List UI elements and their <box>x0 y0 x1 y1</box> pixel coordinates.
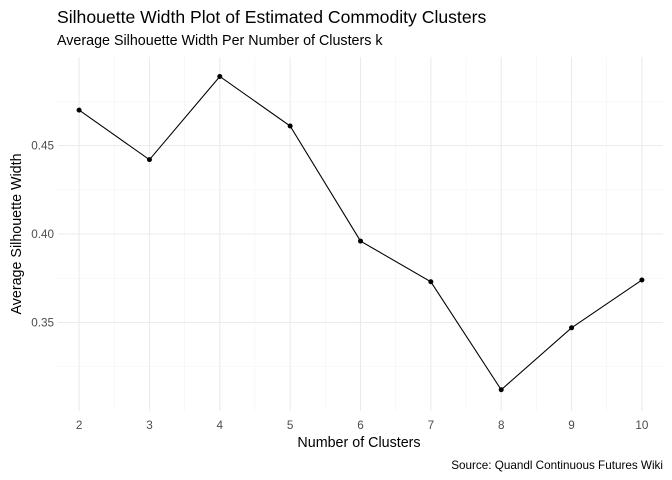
x-tick-label: 7 <box>428 419 435 432</box>
x-tick-label: 9 <box>568 419 575 432</box>
x-tick-label: 3 <box>146 419 153 432</box>
y-axis-tick-labels: 0.35 0.40 0.45 <box>31 140 54 330</box>
data-points <box>76 73 645 393</box>
data-point <box>76 107 82 113</box>
data-point <box>639 277 645 283</box>
y-axis-title: Average Silhouette Width <box>9 153 25 314</box>
y-tick-label: 0.35 <box>31 317 54 330</box>
x-tick-label: 6 <box>357 419 364 432</box>
x-tick-label: 2 <box>76 419 83 432</box>
x-axis-tick-labels: 2 3 4 5 6 7 8 9 10 <box>76 419 649 432</box>
chart-title: Silhouette Width Plot of Estimated Commo… <box>57 7 486 27</box>
major-gridlines <box>58 57 663 411</box>
y-tick-label: 0.40 <box>31 228 54 241</box>
y-tick-label: 0.45 <box>31 140 54 153</box>
x-tick-label: 5 <box>287 419 294 432</box>
data-point <box>569 325 575 331</box>
data-point <box>498 387 504 393</box>
data-point <box>358 238 363 244</box>
x-tick-label: 10 <box>635 419 649 432</box>
data-point <box>287 123 293 129</box>
data-point <box>428 279 434 285</box>
chart-subtitle: Average Silhouette Width Per Number of C… <box>57 33 383 49</box>
data-point <box>217 73 223 79</box>
x-tick-label: 4 <box>217 419 224 432</box>
chart-caption: Source: Quandl Continuous Futures Wiki <box>451 459 663 472</box>
data-point <box>146 157 152 163</box>
x-tick-label: 8 <box>498 419 505 432</box>
plot-panel <box>58 57 663 411</box>
x-axis-title: Number of Clusters <box>297 435 420 451</box>
